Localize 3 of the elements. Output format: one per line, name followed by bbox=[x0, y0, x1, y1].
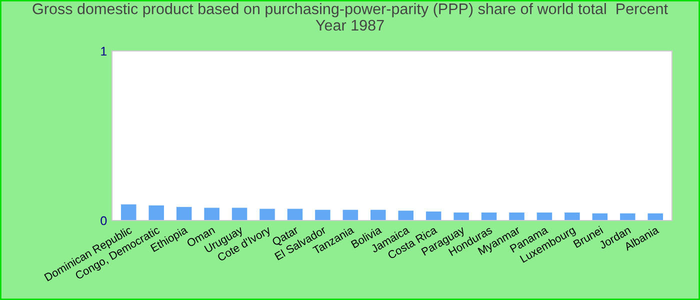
y-tick-label: 1 bbox=[101, 46, 107, 56]
chart-title: Gross domestic product based on purchasing-power-parity (PPP) share of world total Percent Year 1987 bbox=[32, 3, 668, 31]
y-tick-label: 0 bbox=[100, 216, 107, 226]
